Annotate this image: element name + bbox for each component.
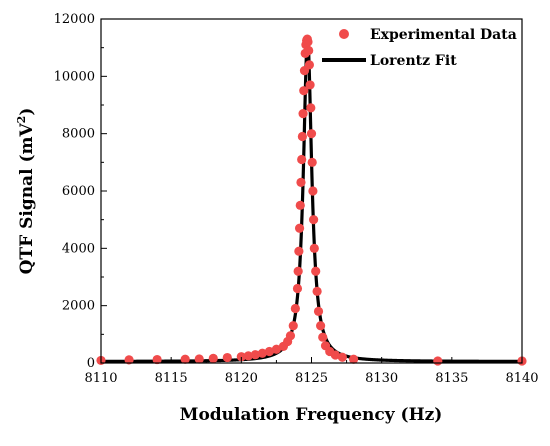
data-point bbox=[236, 352, 246, 362]
y-tick-label: 10000 bbox=[54, 69, 95, 84]
x-tick-label: 8110 bbox=[84, 371, 117, 386]
data-point bbox=[308, 186, 318, 196]
data-point bbox=[311, 266, 321, 276]
data-point bbox=[304, 45, 314, 56]
y-axis-title-end: ) bbox=[17, 108, 37, 116]
x-tick-label: 8135 bbox=[435, 371, 468, 386]
y-axis-title-main: QTF Signal (mV bbox=[17, 123, 37, 275]
data-point bbox=[295, 200, 305, 210]
y-tick-label: 4000 bbox=[62, 241, 95, 256]
data-point bbox=[264, 346, 274, 357]
data-point bbox=[316, 321, 326, 331]
data-point bbox=[313, 306, 324, 316]
data-point bbox=[306, 103, 316, 113]
data-point bbox=[298, 109, 308, 119]
data-point bbox=[318, 332, 328, 342]
data-point bbox=[296, 177, 306, 187]
legend-label-fit: Lorentz Fit bbox=[370, 53, 457, 69]
legend: Experimental Data Lorentz Fit bbox=[322, 27, 517, 69]
data-point bbox=[288, 321, 298, 331]
data-point bbox=[250, 350, 260, 360]
data-point bbox=[194, 354, 204, 364]
x-ticks: 8110 8115 8120 8125 8130 8135 8140 bbox=[84, 357, 539, 386]
data-point bbox=[330, 350, 340, 360]
data-point bbox=[294, 223, 305, 233]
data-point bbox=[306, 129, 317, 139]
y-tick-label: 2000 bbox=[62, 299, 95, 314]
y-ticks: 0 2000 4000 6000 8000 10000 12000 bbox=[54, 12, 107, 371]
data-point bbox=[152, 354, 162, 365]
y-axis-title-sup: 2 bbox=[15, 116, 28, 124]
data-point bbox=[304, 60, 314, 70]
data-point bbox=[294, 246, 304, 256]
x-axis-title: Modulation Frequency (Hz) bbox=[180, 405, 443, 425]
data-point bbox=[305, 80, 315, 90]
x-tick-label: 8130 bbox=[365, 371, 398, 386]
x-tick-label: 8140 bbox=[505, 371, 538, 386]
data-point bbox=[307, 157, 317, 167]
legend-marker-experimental bbox=[339, 29, 349, 39]
data-point bbox=[309, 215, 319, 225]
data-point bbox=[243, 351, 253, 361]
y-tick-label: 12000 bbox=[54, 12, 95, 27]
y-tick-label: 6000 bbox=[62, 184, 95, 199]
data-point bbox=[208, 353, 218, 364]
data-point bbox=[299, 86, 309, 96]
data-point bbox=[271, 344, 282, 354]
data-point bbox=[292, 283, 303, 294]
data-point bbox=[293, 266, 303, 276]
data-point bbox=[337, 352, 347, 362]
data-point bbox=[312, 286, 322, 296]
y-axis-title: QTF Signal (mV2) bbox=[15, 108, 37, 275]
data-point bbox=[433, 356, 443, 366]
x-tick-label: 8120 bbox=[225, 371, 258, 386]
data-point bbox=[257, 348, 267, 358]
data-point bbox=[285, 331, 296, 341]
plot-layer bbox=[96, 34, 527, 366]
data-point bbox=[309, 243, 319, 253]
data-point bbox=[180, 354, 190, 364]
y-tick-label: 8000 bbox=[62, 127, 95, 142]
x-tick-label: 8125 bbox=[295, 371, 328, 386]
data-point bbox=[303, 37, 313, 47]
data-point bbox=[124, 355, 134, 365]
legend-label-experimental: Experimental Data bbox=[370, 27, 517, 43]
data-point bbox=[297, 154, 307, 165]
data-point bbox=[290, 303, 300, 314]
data-point bbox=[297, 131, 307, 142]
data-point bbox=[349, 354, 359, 364]
y-tick-label: 0 bbox=[87, 356, 95, 371]
x-tick-label: 8115 bbox=[155, 371, 188, 386]
data-point bbox=[222, 352, 232, 363]
